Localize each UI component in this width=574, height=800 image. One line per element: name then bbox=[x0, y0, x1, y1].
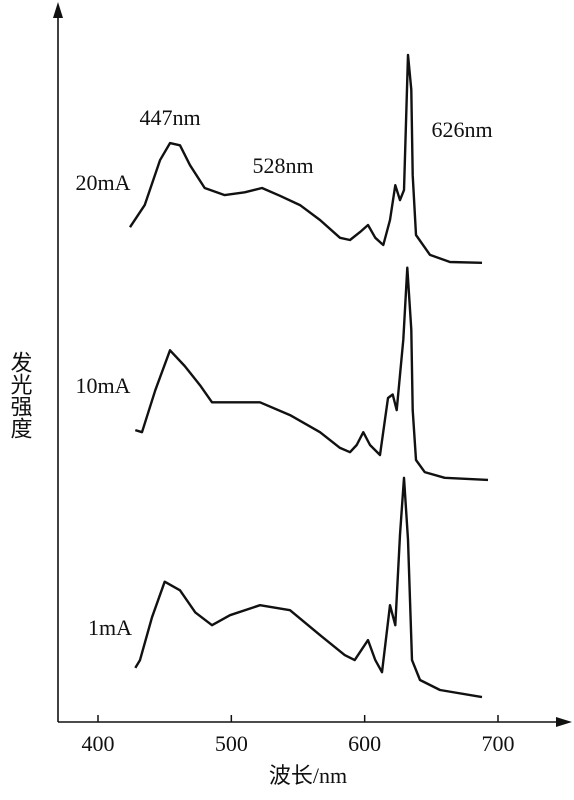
series-label: 10mA bbox=[76, 373, 131, 398]
peak-annotation: 447nm bbox=[139, 105, 200, 130]
x-tick-label: 600 bbox=[348, 731, 381, 756]
spectrum-line bbox=[134, 266, 489, 482]
y-axis-label: 发光强度 bbox=[8, 351, 33, 439]
x-tick-label: 700 bbox=[482, 731, 515, 756]
peak-annotation: 626nm bbox=[431, 117, 492, 142]
spectrum-line bbox=[134, 476, 483, 699]
series-label: 1mA bbox=[88, 615, 132, 640]
peak-annotation: 528nm bbox=[252, 153, 313, 178]
x-tick-label: 500 bbox=[215, 731, 248, 756]
x-tick-label: 400 bbox=[82, 731, 115, 756]
x-axis-label: 波长/nm bbox=[269, 763, 347, 788]
series-label: 20mA bbox=[76, 170, 131, 195]
spectrum-line bbox=[129, 53, 483, 264]
y-axis-arrow bbox=[53, 2, 63, 18]
x-axis-arrow bbox=[556, 717, 572, 727]
